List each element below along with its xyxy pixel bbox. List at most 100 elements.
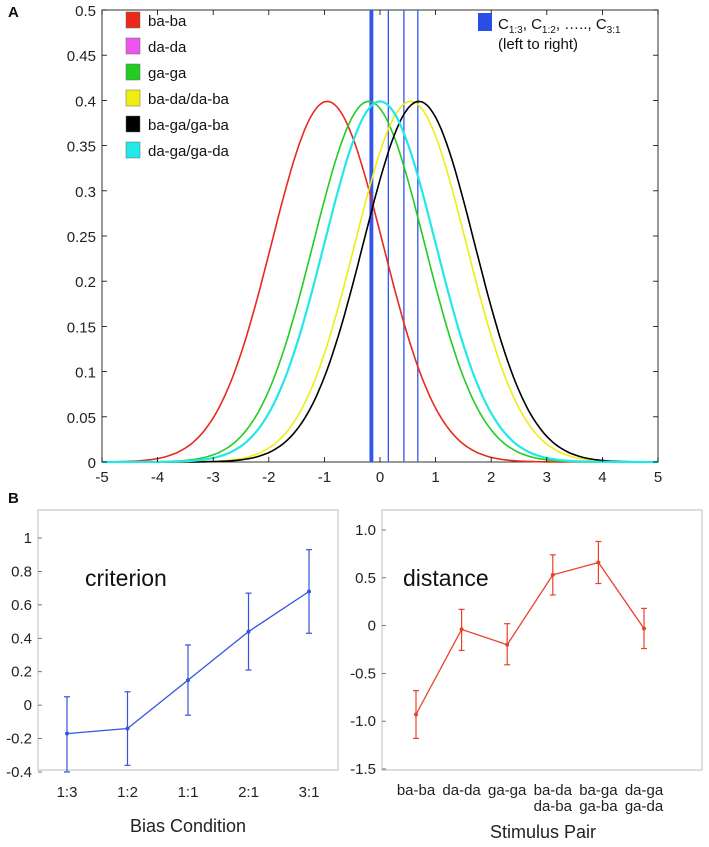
- y-tick-label: 0.6: [11, 597, 32, 614]
- x-tick-label: -1: [318, 469, 331, 486]
- data-point: [459, 627, 464, 632]
- legend-swatch: [125, 89, 141, 107]
- legend-swatch: [125, 37, 141, 55]
- criterion-legend-label: C1:3, C1:2, ….., C3:1: [498, 16, 621, 36]
- y-tick-label: 0.4: [75, 93, 96, 110]
- panel-label-a: A: [8, 4, 19, 21]
- x-tick-label: 4: [598, 469, 606, 486]
- x-tick-label: da-ba: [534, 798, 573, 815]
- y-tick-label: 0.45: [67, 48, 96, 65]
- y-tick-label: 0.05: [67, 410, 96, 427]
- y-tick-label: 0.4: [11, 630, 32, 647]
- y-tick-label: 0.2: [75, 274, 96, 291]
- legend-swatch: [125, 115, 141, 133]
- x-tick-label: 1:3: [57, 784, 78, 801]
- x-tick-label: -5: [95, 469, 108, 486]
- x-tick-label: ga-ga: [488, 782, 527, 799]
- legend-swatch: [125, 11, 141, 29]
- distance-y-ticks: -1.5 -1.0 -0.5 0 0.5 1.0: [350, 522, 386, 778]
- legend-label: da-ga/ga-da: [148, 143, 230, 160]
- plot-distance: distance -1.5 -1.0 -0.5 0 0.5 1.0 ba-ba da-da g…: [350, 509, 703, 842]
- plot-distance-frame: [381, 509, 703, 771]
- criterion-legend-swatch: [478, 13, 492, 31]
- distance-title: distance: [403, 565, 489, 591]
- legend-swatch: [125, 63, 141, 81]
- x-tick-label: da-da: [442, 782, 481, 799]
- distance-x-axis-label: Stimulus Pair: [490, 822, 596, 842]
- y-tick-label: 0.3: [75, 184, 96, 201]
- data-point: [505, 642, 510, 647]
- data-point: [65, 731, 69, 736]
- x-tick-label: -4: [151, 469, 164, 486]
- distribution-curves: [102, 100, 658, 464]
- x-tick-label: 2: [487, 469, 495, 486]
- y-tick-label: 0: [88, 455, 96, 472]
- y-tick-label: 0.5: [355, 570, 376, 587]
- data-point: [125, 726, 130, 731]
- x-tick-label: 2:1: [238, 784, 259, 801]
- data-point: [596, 560, 601, 565]
- plot-criterion: criterion -0.4 -0.2 0 0.2 0.4 0.6 0.8 1 1:3 1:2 1…: [6, 509, 339, 836]
- data-point: [186, 678, 190, 683]
- data-point: [642, 626, 646, 631]
- criterion-x-ticks: 1:3 1:2 1:1 2:1 3:1: [57, 784, 320, 801]
- y-tick-label: 0.8: [11, 563, 32, 580]
- data-point: [550, 572, 555, 577]
- criterion-lines: [369, 10, 419, 462]
- x-tick-label: -3: [207, 469, 220, 486]
- y-tick-label: 0: [368, 618, 376, 635]
- y-tick-label: 0.2: [11, 664, 32, 681]
- y-tick-label: 0: [24, 697, 32, 714]
- legend-label: ba-ba: [148, 13, 187, 30]
- y-tick-label: -1.5: [350, 761, 376, 778]
- x-tick-label: 0: [376, 469, 384, 486]
- y-tick-label: -1.0: [350, 713, 376, 730]
- x-tick-label: 3: [543, 469, 551, 486]
- plot-criterion-frame: [37, 509, 339, 771]
- y-tick-label: -0.4: [6, 764, 32, 781]
- plot-a: -5 -4 -3 -2 -1 0 1 2 3 4 5 00.050.10.150.20.250.30…: [67, 3, 662, 486]
- distance-line: [415, 561, 645, 715]
- criterion-y-ticks: -0.4 -0.2 0 0.2 0.4 0.6 0.8 1: [6, 530, 42, 781]
- y-tick-label: -0.2: [6, 731, 32, 748]
- x-tick-label: ba-ga: [579, 782, 618, 799]
- x-tick-label: ga-da: [625, 798, 664, 815]
- criterion-title: criterion: [85, 565, 167, 591]
- data-point: [307, 589, 311, 594]
- curve-ba-ga-ga-ba: [102, 100, 658, 463]
- legend-label: da-da: [148, 39, 187, 56]
- criterion-points: [65, 589, 311, 736]
- plot-a-y-ticks: 0 0.05 0.1 0.15 0.2 0.25 0.3 0.35 0.4 0.45 0.5: [67, 3, 658, 472]
- legend-label: ba-ga/ga-ba: [148, 117, 230, 134]
- y-tick-label: 0.1: [75, 365, 96, 382]
- y-tick-label: 0.5: [75, 3, 96, 20]
- legend-label: ba-da/da-ba: [148, 91, 230, 108]
- x-tick-label: ba-ba: [397, 782, 436, 799]
- y-tick-label: 1.0: [355, 522, 376, 539]
- x-tick-label: ga-ba: [579, 798, 618, 815]
- criterion-legend-note: (left to right): [498, 36, 578, 53]
- y-tick-label: -0.5: [350, 665, 376, 682]
- x-tick-label: 1:2: [117, 784, 138, 801]
- x-tick-label: 1:1: [178, 784, 199, 801]
- y-tick-label: 0.35: [67, 139, 96, 156]
- panel-label-b: B: [8, 490, 19, 507]
- x-tick-label: 1: [431, 469, 439, 486]
- x-tick-label: 5: [654, 469, 662, 486]
- y-tick-label: 0.25: [67, 229, 96, 246]
- distance-points: [414, 560, 646, 717]
- x-tick-label: da-ga: [625, 782, 664, 799]
- data-point: [246, 629, 251, 634]
- plot-a-legend: ba-ba da-da ga-ga ba-da/da-ba ba-ga/ga-ba da-…: [125, 11, 230, 160]
- legend-label: ga-ga: [148, 65, 187, 82]
- y-tick-label: 1: [24, 530, 32, 547]
- criterion-x-axis-label: Bias Condition: [130, 816, 246, 836]
- y-tick-label: 0.15: [67, 319, 96, 336]
- plot-a-x-ticks: -5 -4 -3 -2 -1 0 1 2 3 4 5: [95, 10, 662, 486]
- legend-swatch: [125, 141, 141, 159]
- x-tick-label: ba-da: [534, 782, 573, 799]
- x-tick-label: -2: [262, 469, 275, 486]
- curve-da-ga-ga-da: [102, 100, 658, 464]
